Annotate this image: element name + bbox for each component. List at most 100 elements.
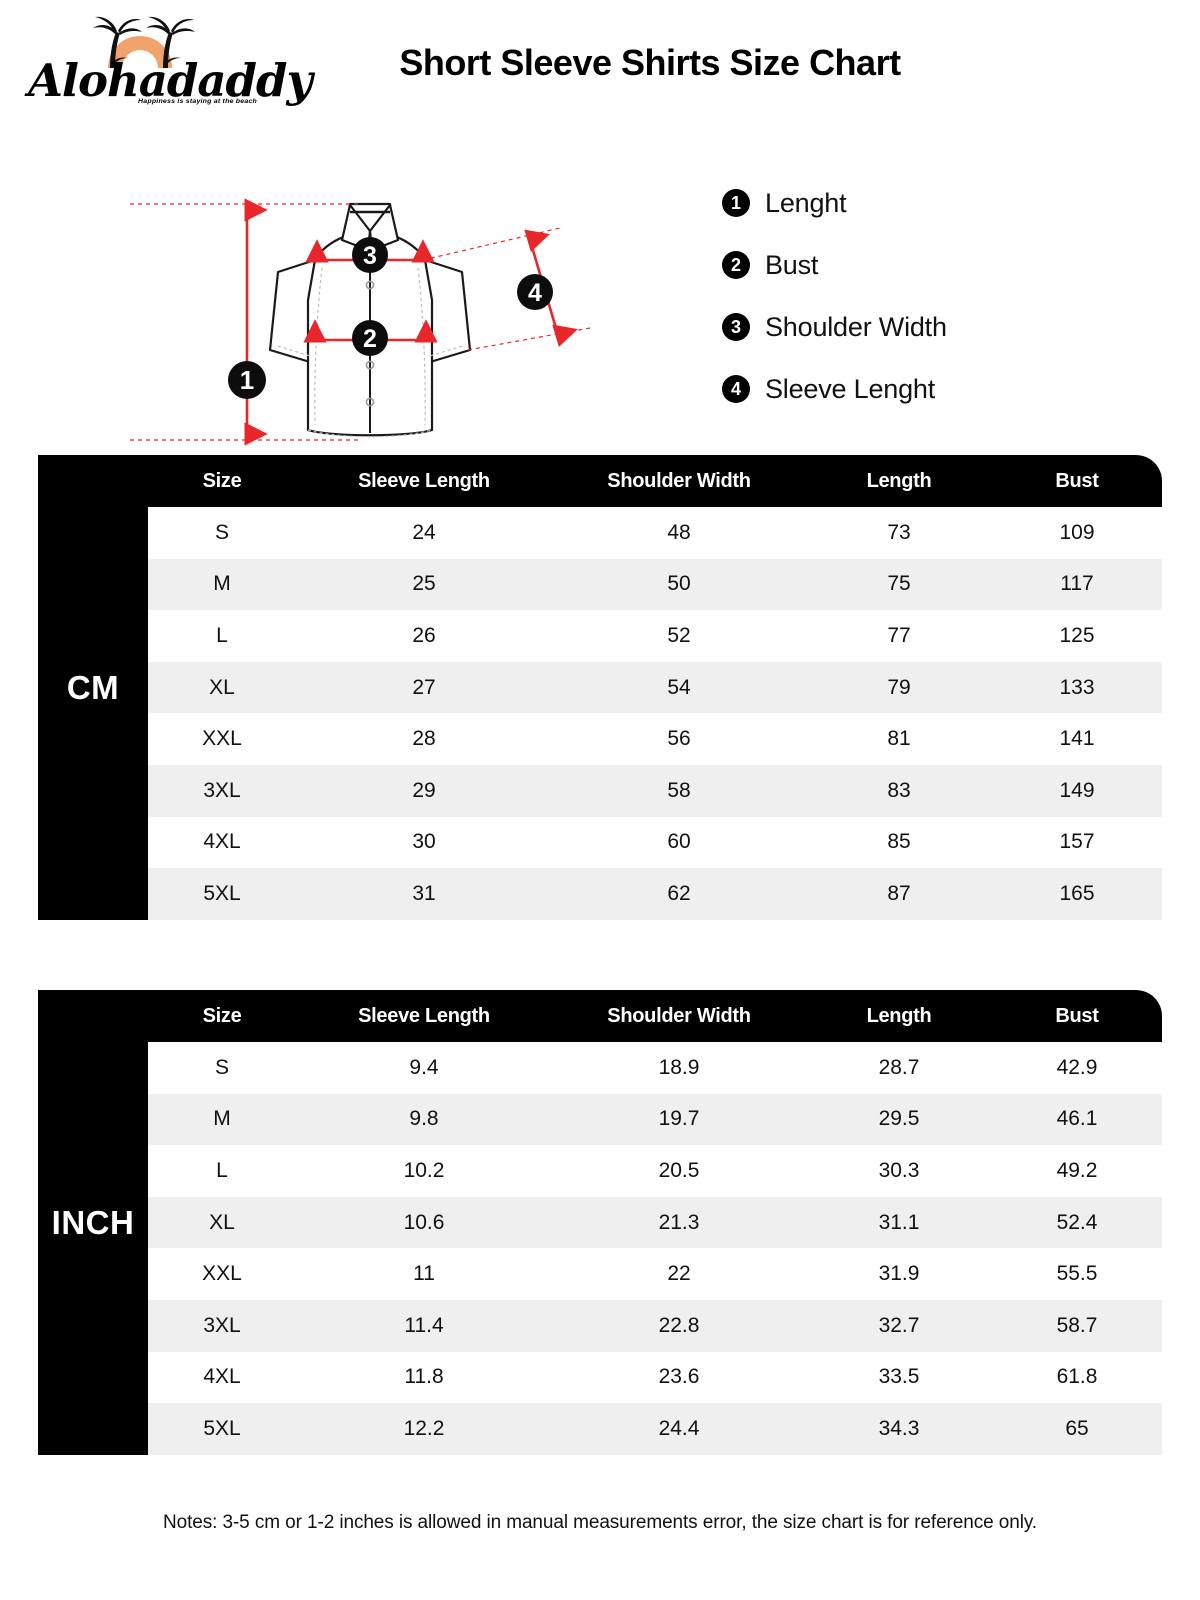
cell-length: 29.5 bbox=[806, 1093, 992, 1146]
unit-label-inch: INCH bbox=[38, 990, 148, 1455]
cm-size-table: Size Sleeve Length Shoulder Width Length… bbox=[148, 455, 1162, 920]
cell-shoulder: 48 bbox=[552, 507, 806, 559]
cell-bust: 157 bbox=[992, 816, 1162, 869]
table-row: 3XL 29 58 83 149 bbox=[148, 764, 1162, 817]
cell-size: XL bbox=[148, 1196, 296, 1249]
table-row: XXL 11 22 31.9 55.5 bbox=[148, 1248, 1162, 1300]
cell-bust: 42.9 bbox=[992, 1042, 1162, 1094]
cell-size: 4XL bbox=[148, 1351, 296, 1404]
cell-sleeve: 24 bbox=[296, 507, 552, 559]
cell-length: 75 bbox=[806, 558, 992, 611]
table-row: XL 10.6 21.3 31.1 52.4 bbox=[148, 1196, 1162, 1249]
cell-bust: 49.2 bbox=[992, 1145, 1162, 1197]
inch-table-body: S 9.4 18.9 28.7 42.9 M 9.8 19.7 29.5 46.… bbox=[148, 1042, 1162, 1455]
cell-length: 33.5 bbox=[806, 1351, 992, 1404]
cell-shoulder: 60 bbox=[552, 816, 806, 869]
cell-sleeve: 26 bbox=[296, 610, 552, 662]
col-header-bust: Bust bbox=[992, 455, 1162, 507]
cell-bust: 165 bbox=[992, 868, 1162, 920]
cell-size: 5XL bbox=[148, 868, 296, 920]
svg-text:3: 3 bbox=[363, 242, 377, 270]
bullet-1-icon: 1 bbox=[722, 189, 750, 217]
cell-sleeve: 9.4 bbox=[296, 1042, 552, 1094]
cell-size: L bbox=[148, 1145, 296, 1197]
inch-size-table: Size Sleeve Length Shoulder Width Length… bbox=[148, 990, 1162, 1455]
col-header-bust: Bust bbox=[992, 990, 1162, 1042]
cell-size: XXL bbox=[148, 713, 296, 765]
table-row: 3XL 11.4 22.8 32.7 58.7 bbox=[148, 1299, 1162, 1352]
svg-text:2: 2 bbox=[363, 325, 377, 353]
svg-text:4: 4 bbox=[528, 279, 542, 307]
cell-length: 77 bbox=[806, 610, 992, 662]
cell-bust: 61.8 bbox=[992, 1351, 1162, 1404]
legend-item-length: 1 Lenght bbox=[722, 172, 1052, 234]
cell-shoulder: 52 bbox=[552, 610, 806, 662]
col-header-sleeve-length: Sleeve Length bbox=[296, 990, 552, 1042]
cell-sleeve: 11 bbox=[296, 1248, 552, 1300]
cell-sleeve: 10.6 bbox=[296, 1196, 552, 1249]
cell-length: 79 bbox=[806, 661, 992, 714]
cell-sleeve: 11.4 bbox=[296, 1299, 552, 1352]
bullet-2-icon: 2 bbox=[722, 251, 750, 279]
cell-bust: 52.4 bbox=[992, 1196, 1162, 1249]
legend-label-bust: Bust bbox=[765, 249, 819, 280]
cell-shoulder: 19.7 bbox=[552, 1093, 806, 1146]
bullet-3-icon: 3 bbox=[722, 313, 750, 341]
cell-length: 83 bbox=[806, 764, 992, 817]
table-row: S 24 48 73 109 bbox=[148, 507, 1162, 559]
legend-item-bust: 2 Bust bbox=[722, 234, 1052, 296]
marker-2: 2 bbox=[352, 320, 388, 356]
cell-bust: 141 bbox=[992, 713, 1162, 765]
cell-bust: 58.7 bbox=[992, 1299, 1162, 1352]
table-header-row: Size Sleeve Length Shoulder Width Length… bbox=[148, 455, 1162, 507]
legend-label-shoulder-width: Shoulder Width bbox=[765, 311, 947, 342]
cell-shoulder: 50 bbox=[552, 558, 806, 611]
cell-sleeve: 25 bbox=[296, 558, 552, 611]
palm-trees-sunset-icon bbox=[93, 16, 195, 68]
brand-logo: Alohadaddy Happiness is staying at the b… bbox=[28, 10, 313, 110]
cell-shoulder: 20.5 bbox=[552, 1145, 806, 1197]
cell-shoulder: 22 bbox=[552, 1248, 806, 1300]
cell-shoulder: 21.3 bbox=[552, 1196, 806, 1249]
cell-bust: 109 bbox=[992, 507, 1162, 559]
cell-sleeve: 31 bbox=[296, 868, 552, 920]
cell-length: 31.1 bbox=[806, 1196, 992, 1249]
cm-table-body: S 24 48 73 109 M 25 50 75 117 L 26 52 77… bbox=[148, 507, 1162, 920]
cell-bust: 117 bbox=[992, 558, 1162, 611]
cell-sleeve: 27 bbox=[296, 661, 552, 714]
inch-size-table-section: INCH Size Sleeve Length Shoulder Width L… bbox=[38, 990, 1162, 1455]
cell-size: M bbox=[148, 1093, 296, 1146]
cell-size: M bbox=[148, 558, 296, 611]
cell-bust: 133 bbox=[992, 661, 1162, 714]
table-row: 4XL 30 60 85 157 bbox=[148, 816, 1162, 869]
legend-label-length: Lenght bbox=[765, 187, 847, 218]
table-row: L 26 52 77 125 bbox=[148, 610, 1162, 662]
page-title: Short Sleeve Shirts Size Chart bbox=[399, 42, 901, 83]
cell-length: 85 bbox=[806, 816, 992, 869]
cell-size: L bbox=[148, 610, 296, 662]
table-row: XXL 28 56 81 141 bbox=[148, 713, 1162, 765]
cell-bust: 125 bbox=[992, 610, 1162, 662]
table-row: 5XL 12.2 24.4 34.3 65 bbox=[148, 1403, 1162, 1455]
cell-size: XL bbox=[148, 661, 296, 714]
cell-length: 28.7 bbox=[806, 1042, 992, 1094]
col-header-shoulder-width: Shoulder Width bbox=[552, 990, 806, 1042]
cell-size: S bbox=[148, 507, 296, 559]
brand-wordmark: Alohadaddy bbox=[28, 54, 313, 107]
cell-size: XXL bbox=[148, 1248, 296, 1300]
legend-item-sleeve-length: 4 Sleeve Lenght bbox=[722, 358, 1052, 420]
cell-shoulder: 56 bbox=[552, 713, 806, 765]
notes-text: Notes: 3-5 cm or 1-2 inches is allowed i… bbox=[163, 1512, 1037, 1533]
cell-bust: 65 bbox=[992, 1403, 1162, 1455]
cell-sleeve: 12.2 bbox=[296, 1403, 552, 1455]
cell-length: 30.3 bbox=[806, 1145, 992, 1197]
cell-bust: 46.1 bbox=[992, 1093, 1162, 1146]
measurement-legend: 1 Lenght 2 Bust 3 Shoulder Width 4 Sleev… bbox=[722, 172, 1052, 420]
cell-shoulder: 54 bbox=[552, 661, 806, 714]
cell-sleeve: 29 bbox=[296, 764, 552, 817]
table-row: 5XL 31 62 87 165 bbox=[148, 868, 1162, 920]
cm-size-table-section: CM Size Sleeve Length Shoulder Width Len… bbox=[38, 455, 1162, 920]
table-row: M 9.8 19.7 29.5 46.1 bbox=[148, 1093, 1162, 1146]
cell-size: S bbox=[148, 1042, 296, 1094]
table-row: XL 27 54 79 133 bbox=[148, 661, 1162, 714]
